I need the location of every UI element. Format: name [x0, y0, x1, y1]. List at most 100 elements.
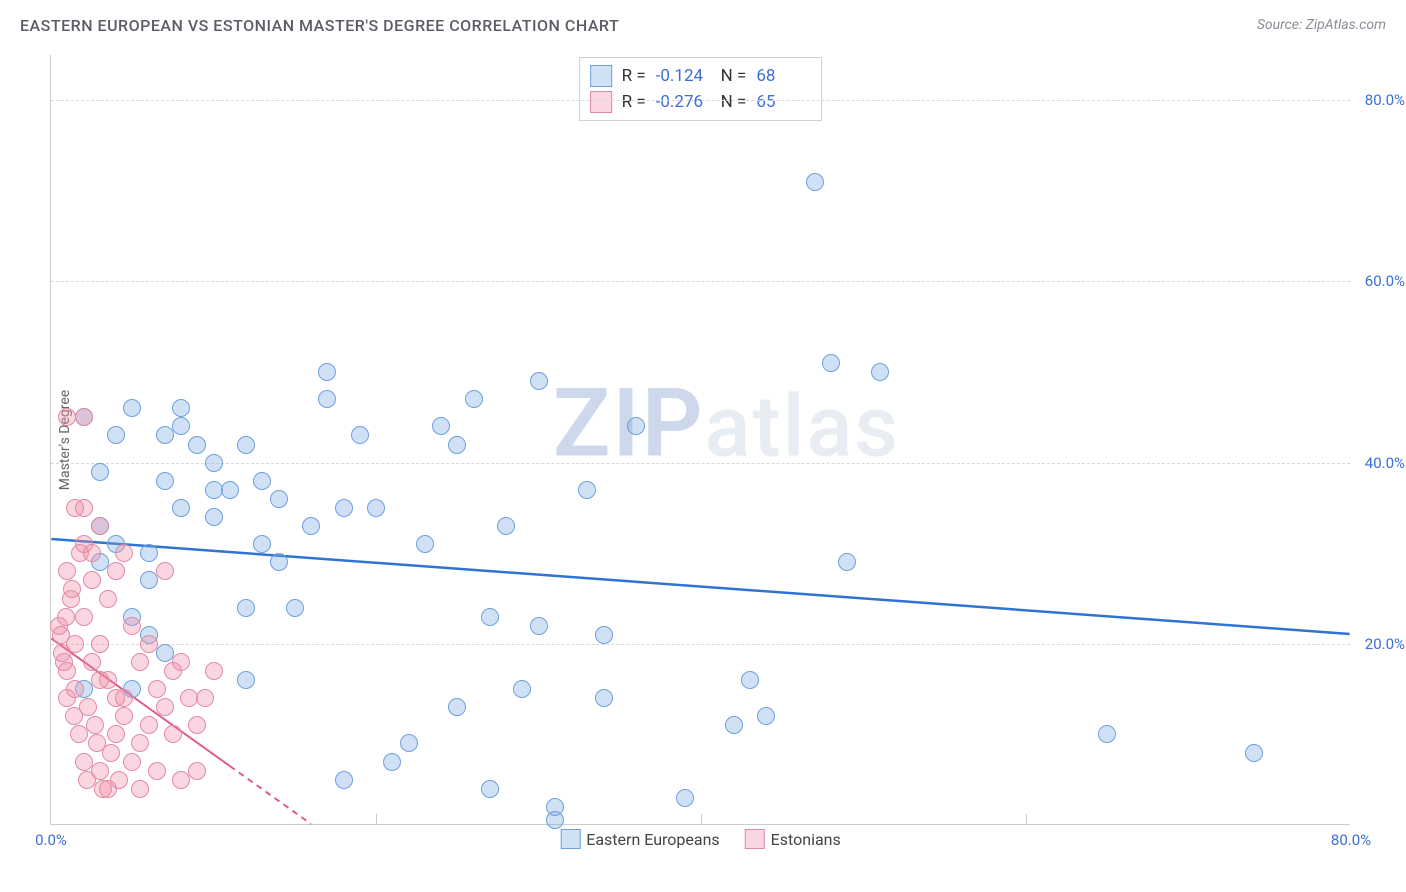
- data-point: [131, 780, 149, 798]
- data-point: [172, 499, 190, 517]
- data-point: [156, 472, 174, 490]
- data-point: [99, 590, 117, 608]
- stat-legend-row: R =-0.124N =68: [590, 63, 812, 89]
- gridline-h: [51, 644, 1350, 645]
- data-point: [148, 762, 166, 780]
- data-point: [91, 635, 109, 653]
- data-point: [270, 553, 288, 571]
- data-point: [595, 689, 613, 707]
- data-point: [253, 535, 271, 553]
- data-point: [237, 599, 255, 617]
- data-point: [416, 535, 434, 553]
- data-point: [75, 753, 93, 771]
- data-point: [838, 553, 856, 571]
- data-point: [448, 698, 466, 716]
- data-point: [270, 490, 288, 508]
- data-point: [156, 426, 174, 444]
- series-legend: Eastern EuropeansEstonians: [560, 829, 841, 849]
- chart-container: Master's Degree ZIPatlas R =-0.124N =68R…: [50, 55, 1350, 825]
- data-point: [102, 744, 120, 762]
- data-point: [63, 580, 81, 598]
- data-point: [205, 508, 223, 526]
- data-point: [58, 562, 76, 580]
- data-point: [172, 399, 190, 417]
- data-point: [91, 762, 109, 780]
- legend-item: Eastern Europeans: [560, 829, 719, 849]
- data-point: [481, 608, 499, 626]
- gridline-h: [51, 463, 1350, 464]
- tick-v: [701, 814, 702, 824]
- y-tick-label: 40.0%: [1355, 454, 1405, 472]
- data-point: [140, 635, 158, 653]
- data-point: [196, 689, 214, 707]
- data-point: [383, 753, 401, 771]
- data-point: [123, 399, 141, 417]
- data-point: [79, 698, 97, 716]
- data-point: [66, 680, 84, 698]
- x-tick-label: 0.0%: [35, 831, 67, 849]
- data-point: [164, 725, 182, 743]
- data-point: [400, 734, 418, 752]
- data-point: [205, 454, 223, 472]
- data-point: [107, 725, 125, 743]
- data-point: [497, 517, 515, 535]
- data-point: [367, 499, 385, 517]
- gridline-h: [51, 281, 1350, 282]
- y-tick-label: 60.0%: [1355, 272, 1405, 290]
- data-point: [188, 716, 206, 734]
- data-point: [156, 698, 174, 716]
- data-point: [156, 562, 174, 580]
- data-point: [164, 662, 182, 680]
- data-point: [627, 417, 645, 435]
- data-point: [115, 707, 133, 725]
- data-point: [58, 662, 76, 680]
- data-point: [91, 463, 109, 481]
- gridline-h: [51, 100, 1350, 101]
- data-point: [432, 417, 450, 435]
- data-point: [302, 517, 320, 535]
- source-attribution: Source: ZipAtlas.com: [1257, 17, 1386, 33]
- data-point: [205, 662, 223, 680]
- data-point: [140, 544, 158, 562]
- data-point: [465, 390, 483, 408]
- data-point: [123, 617, 141, 635]
- stat-legend-row: R =-0.276N =65: [590, 89, 812, 115]
- data-point: [595, 626, 613, 644]
- data-point: [822, 354, 840, 372]
- data-point: [741, 671, 759, 689]
- data-point: [335, 771, 353, 789]
- data-point: [75, 608, 93, 626]
- data-point: [148, 680, 166, 698]
- stat-legend: R =-0.124N =68R =-0.276N =65: [579, 57, 823, 121]
- data-point: [221, 481, 239, 499]
- data-point: [1245, 744, 1263, 762]
- data-point: [99, 780, 117, 798]
- data-point: [140, 716, 158, 734]
- data-point: [66, 635, 84, 653]
- data-point: [806, 173, 824, 191]
- data-point: [757, 707, 775, 725]
- data-point: [530, 617, 548, 635]
- data-point: [140, 571, 158, 589]
- chart-title: EASTERN EUROPEAN VS ESTONIAN MASTER'S DE…: [20, 16, 619, 35]
- data-point: [131, 653, 149, 671]
- data-point: [131, 734, 149, 752]
- data-point: [115, 689, 133, 707]
- data-point: [351, 426, 369, 444]
- data-point: [70, 725, 88, 743]
- data-point: [83, 544, 101, 562]
- data-point: [91, 671, 109, 689]
- data-point: [66, 499, 84, 517]
- x-tick-label: 80.0%: [1331, 831, 1371, 849]
- data-point: [1098, 725, 1116, 743]
- data-point: [86, 716, 104, 734]
- data-point: [578, 481, 596, 499]
- data-point: [481, 780, 499, 798]
- data-point: [725, 716, 743, 734]
- y-tick-label: 20.0%: [1355, 635, 1405, 653]
- data-point: [83, 653, 101, 671]
- data-point: [115, 544, 133, 562]
- data-point: [237, 671, 255, 689]
- tick-v: [376, 814, 377, 824]
- data-point: [448, 436, 466, 454]
